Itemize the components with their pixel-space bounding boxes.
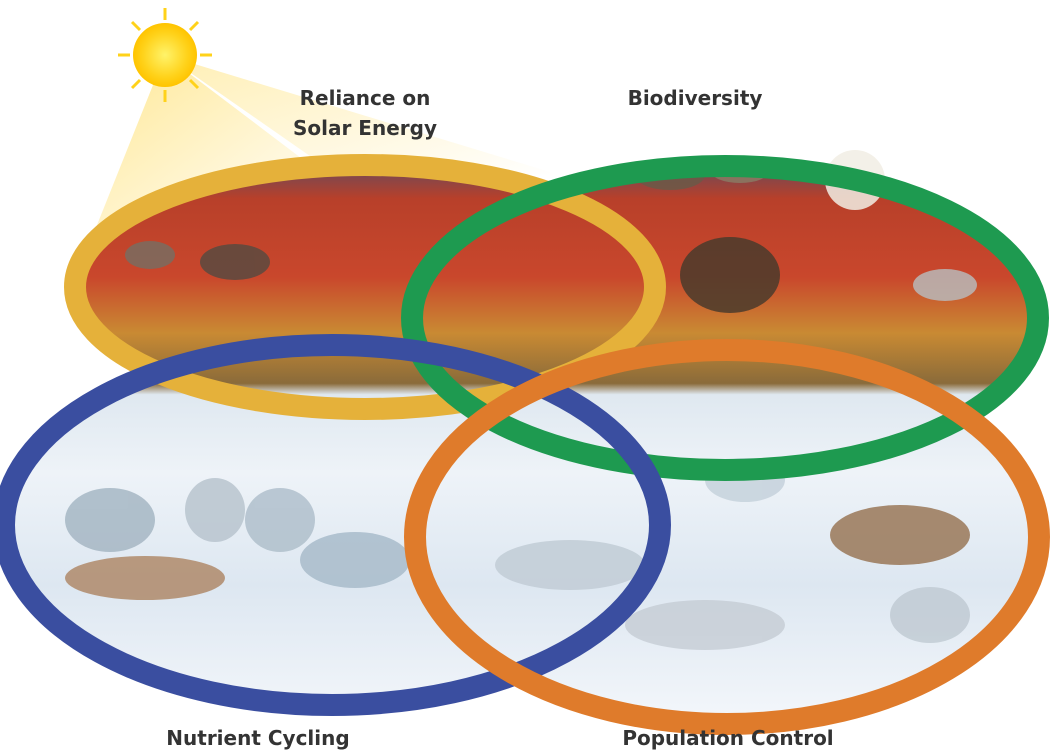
ring-population bbox=[404, 339, 1050, 735]
rings bbox=[0, 154, 1050, 735]
label: Nutrient Cycling bbox=[166, 726, 349, 750]
label: Population Control bbox=[622, 726, 833, 750]
label: Biodiversity bbox=[628, 86, 763, 110]
ring-nutrient bbox=[0, 334, 671, 716]
ring-solar bbox=[64, 154, 666, 420]
label: Reliance on bbox=[300, 86, 431, 110]
ring-biodiversity bbox=[401, 155, 1049, 481]
label: Solar Energy bbox=[293, 116, 437, 140]
